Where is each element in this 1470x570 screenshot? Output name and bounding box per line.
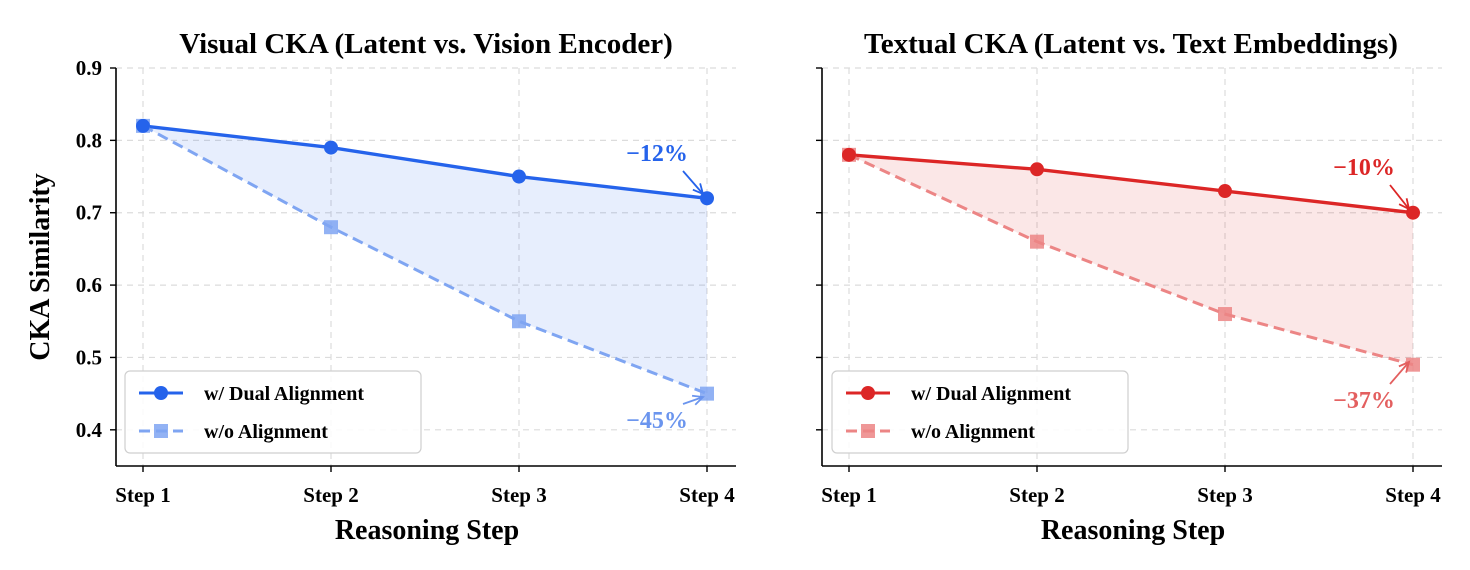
x-tick-label: Step 3 bbox=[1197, 483, 1252, 507]
legend-marker-square bbox=[154, 424, 168, 438]
annotation-arrow bbox=[1389, 184, 1410, 210]
legend-label: w/o Alignment bbox=[911, 421, 1035, 443]
data-point-square bbox=[512, 314, 526, 329]
series-line bbox=[142, 124, 708, 396]
x-axis-label: Reasoning Step bbox=[1041, 515, 1225, 546]
fill-between-area bbox=[849, 154, 1413, 365]
y-tick-label: 0.6 bbox=[76, 273, 102, 297]
y-tick-label: 0.7 bbox=[76, 201, 102, 225]
legend-label: w/ Dual Alignment bbox=[911, 383, 1071, 405]
data-point-square bbox=[1218, 307, 1232, 322]
data-point-circle bbox=[842, 147, 856, 162]
data-point-square bbox=[324, 220, 338, 235]
x-tick-label: Step 4 bbox=[1385, 483, 1441, 507]
textual-cka-panel: Step 1 Step 2 Step 3 Step 4 Textual CKA (Lat… bbox=[816, 28, 1442, 546]
annotation-arrowhead bbox=[1398, 360, 1411, 373]
legend-box bbox=[831, 370, 1129, 454]
legend-marker-circle bbox=[861, 386, 875, 400]
fill-between-area bbox=[143, 125, 707, 394]
annotation-arrow bbox=[682, 396, 704, 405]
x-tick-label: Step 3 bbox=[491, 483, 546, 507]
legend-label: w/ Dual Alignment bbox=[204, 383, 364, 405]
legend-box bbox=[124, 370, 422, 454]
x-tick-label: Step 4 bbox=[679, 483, 735, 507]
percent-change-annotation: −45% bbox=[626, 408, 688, 434]
y-tick-label: 0.5 bbox=[76, 345, 102, 369]
annotation-arrowhead bbox=[1398, 198, 1411, 211]
annotation-arrowhead bbox=[691, 394, 705, 406]
data-point-circle bbox=[324, 140, 338, 155]
legend-label: w/o Alignment bbox=[204, 421, 328, 443]
x-tick-label: Step 2 bbox=[1009, 483, 1064, 507]
y-tick-label: 0.9 bbox=[76, 56, 102, 80]
percent-change-annotation: −10% bbox=[1333, 155, 1395, 181]
x-tick-label: Step 1 bbox=[115, 483, 170, 507]
percent-change-annotation: −37% bbox=[1333, 388, 1395, 414]
percent-change-annotation: −12% bbox=[626, 141, 688, 167]
x-axis-label: Reasoning Step bbox=[335, 515, 519, 546]
x-tick-label: Step 1 bbox=[821, 483, 876, 507]
textual-chart-title: Textual CKA (Latent vs. Text Embeddings) bbox=[864, 28, 1398, 60]
legend-marker-circle bbox=[154, 386, 168, 400]
series-line bbox=[142, 124, 708, 200]
series-line bbox=[848, 153, 1414, 215]
series-line bbox=[848, 153, 1414, 367]
data-point-circle bbox=[1030, 162, 1044, 177]
annotation-arrow bbox=[1389, 361, 1410, 385]
y-tick-label: 0.8 bbox=[76, 128, 102, 152]
x-tick-label: Step 2 bbox=[303, 483, 358, 507]
visual-cka-panel: 0.4 0.5 0.6 0.7 0.8 0.9 Step 1 Step 2 Step 3 Step… bbox=[25, 28, 736, 546]
y-tick-label: 0.4 bbox=[76, 418, 103, 442]
annotation-arrowhead bbox=[692, 183, 705, 196]
data-point-square bbox=[1030, 234, 1044, 249]
annotation-arrow bbox=[682, 170, 704, 195]
legend-marker-square bbox=[861, 424, 875, 438]
y-axis-label: CKA Similarity bbox=[25, 173, 56, 360]
data-point-circle bbox=[136, 118, 150, 133]
visual-chart-title: Visual CKA (Latent vs. Vision Encoder) bbox=[179, 28, 673, 60]
data-point-circle bbox=[512, 169, 526, 184]
data-point-circle bbox=[1218, 184, 1232, 199]
